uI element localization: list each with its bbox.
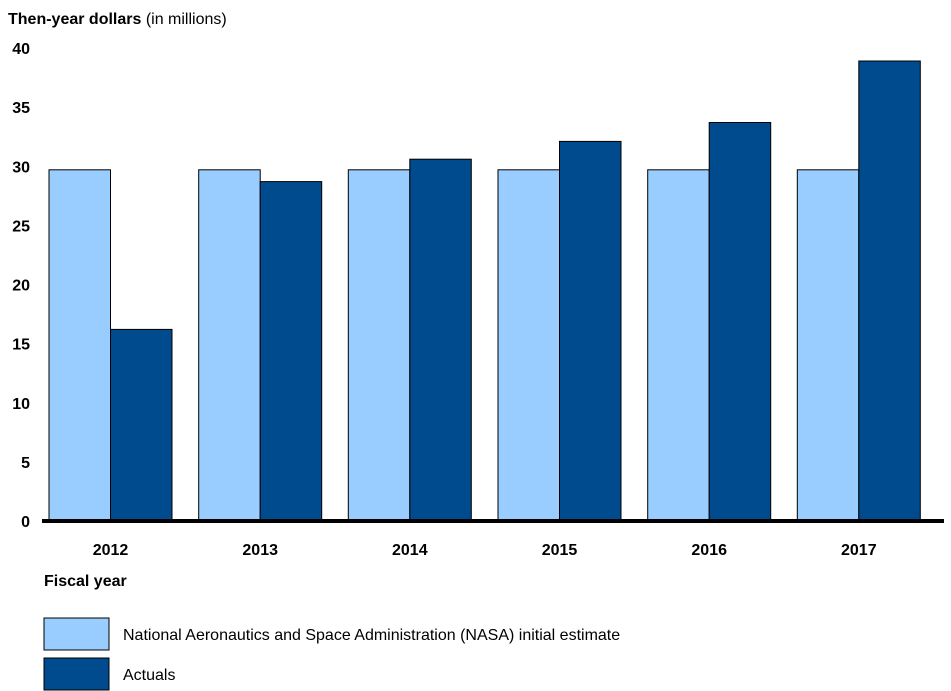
x-axis-categories: 2012 2013 2014 2015 2016 2017	[93, 542, 877, 559]
bar-actuals	[858, 60, 921, 522]
bar-actuals	[259, 181, 323, 522]
legend-label: Actuals	[123, 667, 175, 684]
bar-initial-estimate	[796, 169, 860, 522]
bar-initial-estimate	[198, 169, 261, 522]
bars-group	[48, 60, 921, 522]
y-tick-label: 5	[21, 455, 30, 472]
bar-actuals	[110, 328, 173, 522]
bar-initial-estimate	[647, 169, 710, 522]
bar-initial-estimate	[497, 169, 560, 522]
x-tick-label: 2012	[93, 542, 129, 559]
bar-initial-estimate	[48, 169, 111, 522]
legend-swatch	[43, 657, 110, 691]
x-tick-label: 2015	[542, 542, 578, 559]
y-tick-label: 15	[12, 337, 30, 354]
bar-actuals	[708, 122, 772, 522]
y-tick-label: 20	[12, 278, 30, 295]
y-tick-label: 30	[12, 159, 30, 176]
y-axis-ticks: 0 5 10 15 20 25 30 35 40	[12, 41, 30, 531]
y-tick-label: 35	[12, 100, 30, 117]
x-tick-label: 2017	[841, 542, 877, 559]
y-tick-label: 25	[12, 218, 30, 235]
y-axis-title: Then-year dollars (in millions)	[8, 11, 227, 28]
x-tick-label: 2013	[242, 542, 278, 559]
x-axis-title: Fiscal year	[44, 573, 127, 590]
legend-label: National Aeronautics and Space Administr…	[123, 627, 620, 644]
legend-swatch	[43, 617, 110, 651]
y-tick-label: 0	[21, 514, 30, 531]
legend: National Aeronautics and Space Administr…	[43, 617, 620, 691]
x-tick-label: 2016	[691, 542, 727, 559]
bar-actuals	[409, 158, 472, 522]
x-tick-label: 2014	[392, 542, 428, 559]
y-tick-label: 40	[12, 41, 30, 58]
bar-actuals	[559, 140, 622, 522]
y-axis-title-unit: (in millions)	[141, 11, 226, 28]
y-tick-label: 10	[12, 396, 30, 413]
y-axis-title-bold: Then-year dollars	[8, 11, 141, 28]
bar-initial-estimate	[347, 169, 411, 522]
